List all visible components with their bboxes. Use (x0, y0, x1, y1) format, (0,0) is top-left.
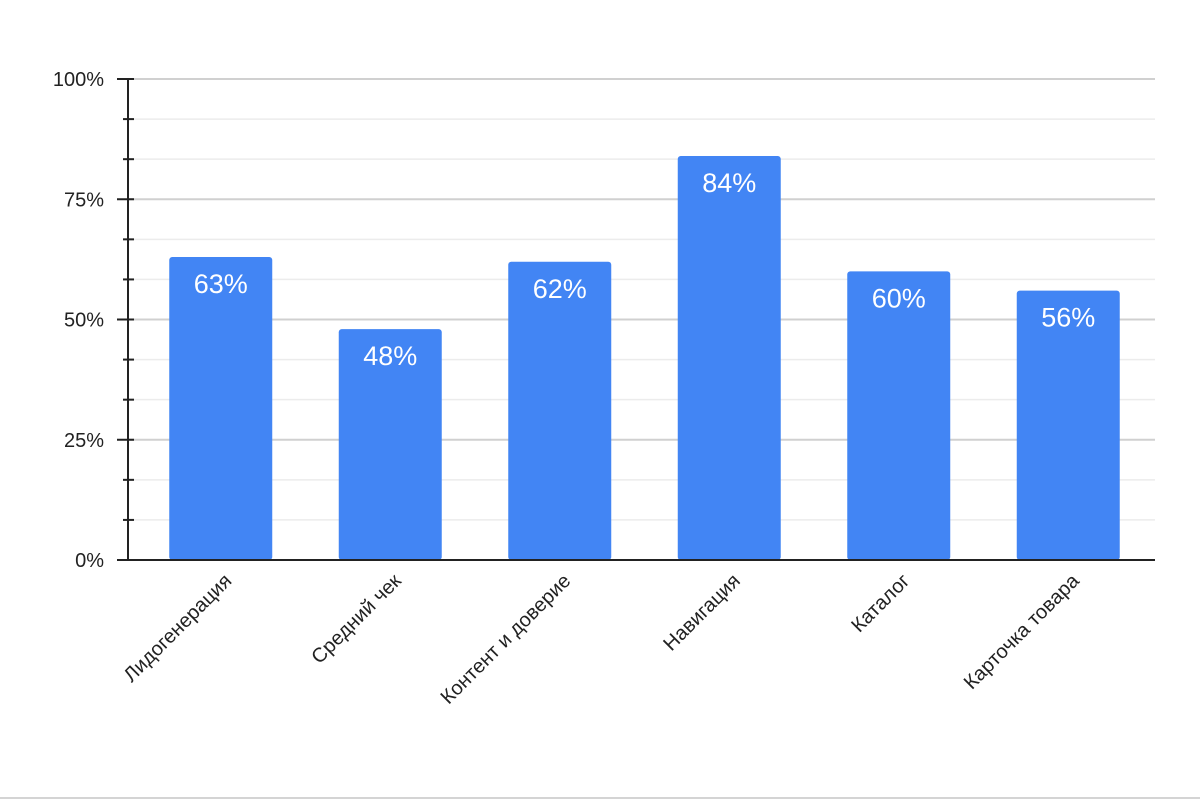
bar-1 (169, 256, 273, 560)
data-label-3: 62% (533, 274, 587, 304)
gridlines (128, 78, 1155, 521)
category-label-6: Карточка товара (960, 569, 1085, 694)
y-tick-label: 25% (64, 430, 104, 452)
y-axis: 0% 25% 50% 75% 100% (53, 69, 1155, 572)
bar-2 (338, 329, 442, 560)
data-label-1: 63% (194, 269, 248, 299)
category-label-1: Лидогенерация (120, 570, 237, 687)
bar-6 (1016, 290, 1120, 560)
bar-3 (508, 261, 612, 560)
y-tick-label: 75% (64, 189, 104, 211)
y-tick-label: 0% (75, 550, 104, 572)
bottom-divider (0, 797, 1200, 799)
data-label-6: 56% (1041, 303, 1095, 333)
category-label-4: Навигация (659, 570, 744, 655)
category-label-2: Средний чек (307, 570, 406, 669)
bar-5 (847, 271, 951, 560)
y-tick-label: 100% (53, 69, 104, 91)
y-tick-label: 50% (64, 310, 104, 332)
data-label-5: 60% (872, 283, 926, 313)
category-label-5: Каталог (847, 570, 914, 637)
category-label-3: Контент и доверие (437, 570, 576, 709)
bars (169, 155, 1120, 560)
data-label-4: 84% (702, 168, 756, 198)
data-label-2: 48% (363, 341, 417, 371)
bar-4 (677, 155, 781, 560)
